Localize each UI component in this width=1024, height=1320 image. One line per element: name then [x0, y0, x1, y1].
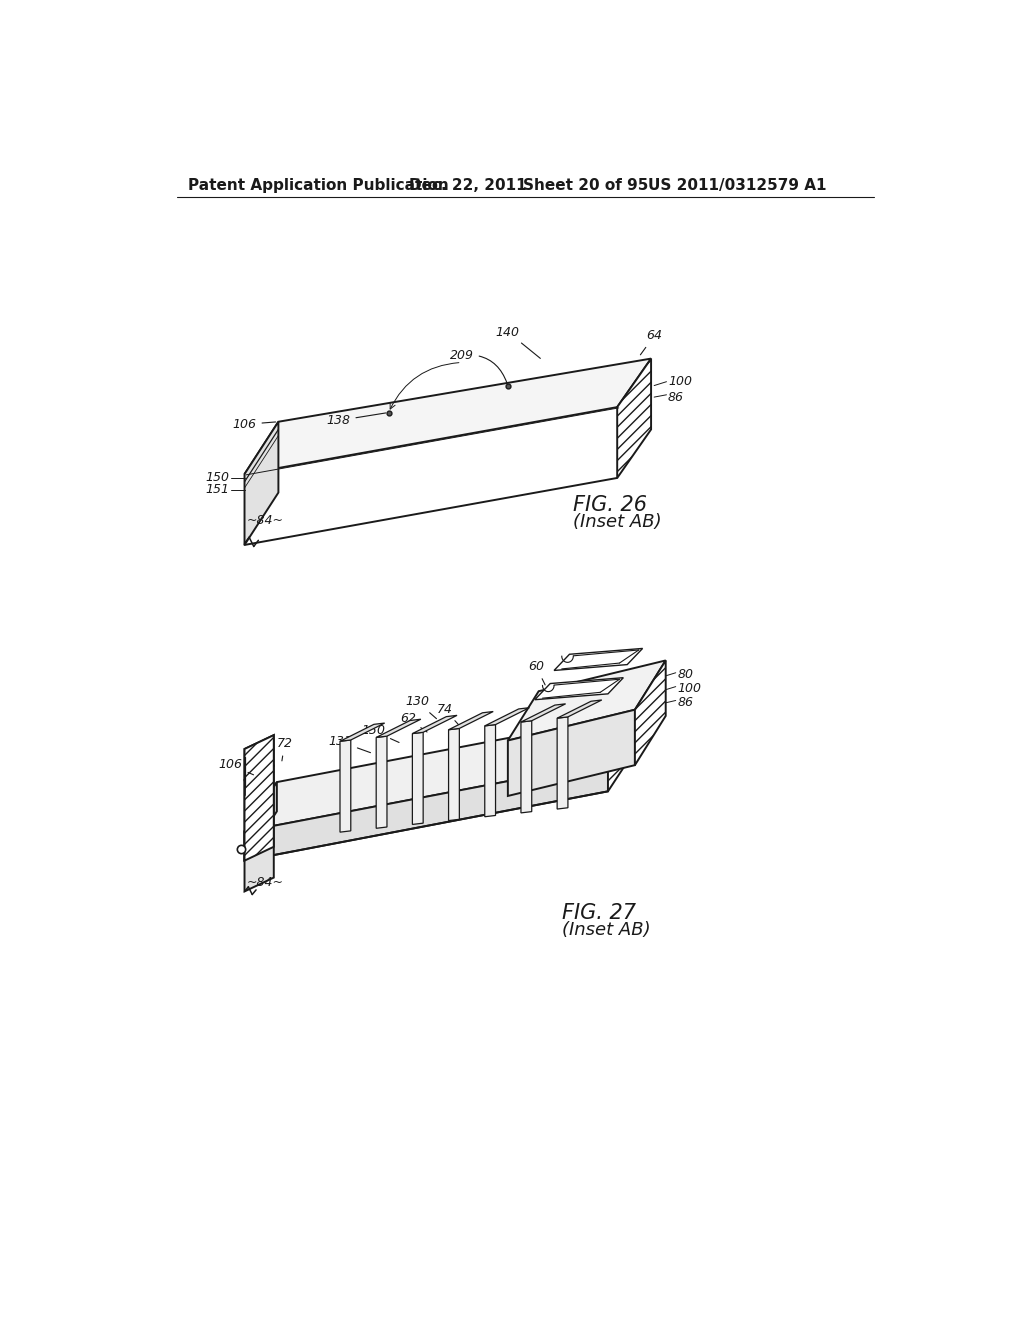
- Text: Patent Application Publication: Patent Application Publication: [188, 178, 450, 193]
- Polygon shape: [340, 723, 385, 742]
- Text: FIG. 26: FIG. 26: [573, 495, 647, 515]
- Polygon shape: [535, 677, 624, 700]
- Polygon shape: [449, 729, 460, 821]
- Polygon shape: [557, 700, 602, 718]
- Text: (Inset AB): (Inset AB): [562, 921, 650, 939]
- Text: 140: 140: [496, 326, 541, 359]
- Polygon shape: [245, 359, 651, 474]
- Polygon shape: [376, 737, 387, 829]
- Text: 80: 80: [677, 668, 693, 681]
- Text: 100: 100: [668, 375, 692, 388]
- Polygon shape: [484, 708, 529, 726]
- Text: (Inset AB): (Inset AB): [573, 513, 662, 531]
- Polygon shape: [245, 735, 273, 780]
- Text: 100: 100: [677, 681, 701, 694]
- Text: 131: 131: [328, 735, 371, 752]
- Text: 151: 151: [205, 483, 229, 496]
- Polygon shape: [521, 721, 531, 813]
- Text: US 2011/0312579 A1: US 2011/0312579 A1: [648, 178, 826, 193]
- Text: 60: 60: [528, 660, 545, 685]
- Polygon shape: [340, 741, 351, 832]
- Polygon shape: [413, 715, 457, 734]
- Polygon shape: [413, 733, 423, 825]
- Text: 94: 94: [559, 681, 575, 694]
- Polygon shape: [245, 422, 279, 545]
- Text: 106: 106: [219, 758, 254, 775]
- Polygon shape: [554, 648, 643, 671]
- Polygon shape: [557, 717, 568, 809]
- Text: 74: 74: [436, 702, 460, 726]
- Text: 86: 86: [677, 696, 693, 709]
- Polygon shape: [508, 710, 635, 796]
- Text: 138: 138: [327, 413, 386, 428]
- Polygon shape: [484, 725, 496, 817]
- Polygon shape: [508, 660, 666, 741]
- Text: Dec. 22, 2011: Dec. 22, 2011: [410, 178, 527, 193]
- Text: 130: 130: [361, 725, 399, 742]
- Text: 130: 130: [406, 696, 436, 718]
- Text: 62: 62: [399, 711, 427, 733]
- Polygon shape: [376, 719, 421, 738]
- Polygon shape: [521, 704, 565, 722]
- Text: Sheet 20 of 95: Sheet 20 of 95: [523, 178, 648, 193]
- Text: 150: 150: [205, 471, 229, 484]
- Text: FIG. 27: FIG. 27: [562, 903, 636, 923]
- Polygon shape: [245, 762, 608, 861]
- Text: ~84~: ~84~: [247, 513, 284, 527]
- Text: 72: 72: [276, 738, 293, 760]
- Text: 64: 64: [640, 330, 663, 355]
- Text: 86: 86: [668, 391, 684, 404]
- Polygon shape: [245, 781, 276, 861]
- Text: 106: 106: [232, 418, 275, 430]
- Polygon shape: [449, 711, 494, 730]
- Polygon shape: [608, 713, 640, 792]
- Polygon shape: [635, 660, 666, 766]
- Polygon shape: [617, 359, 651, 478]
- Polygon shape: [245, 766, 273, 891]
- Polygon shape: [245, 713, 640, 832]
- Text: ~84~: ~84~: [247, 875, 284, 888]
- Text: 209: 209: [450, 348, 507, 383]
- Text: 94: 94: [540, 706, 556, 719]
- Polygon shape: [245, 735, 273, 861]
